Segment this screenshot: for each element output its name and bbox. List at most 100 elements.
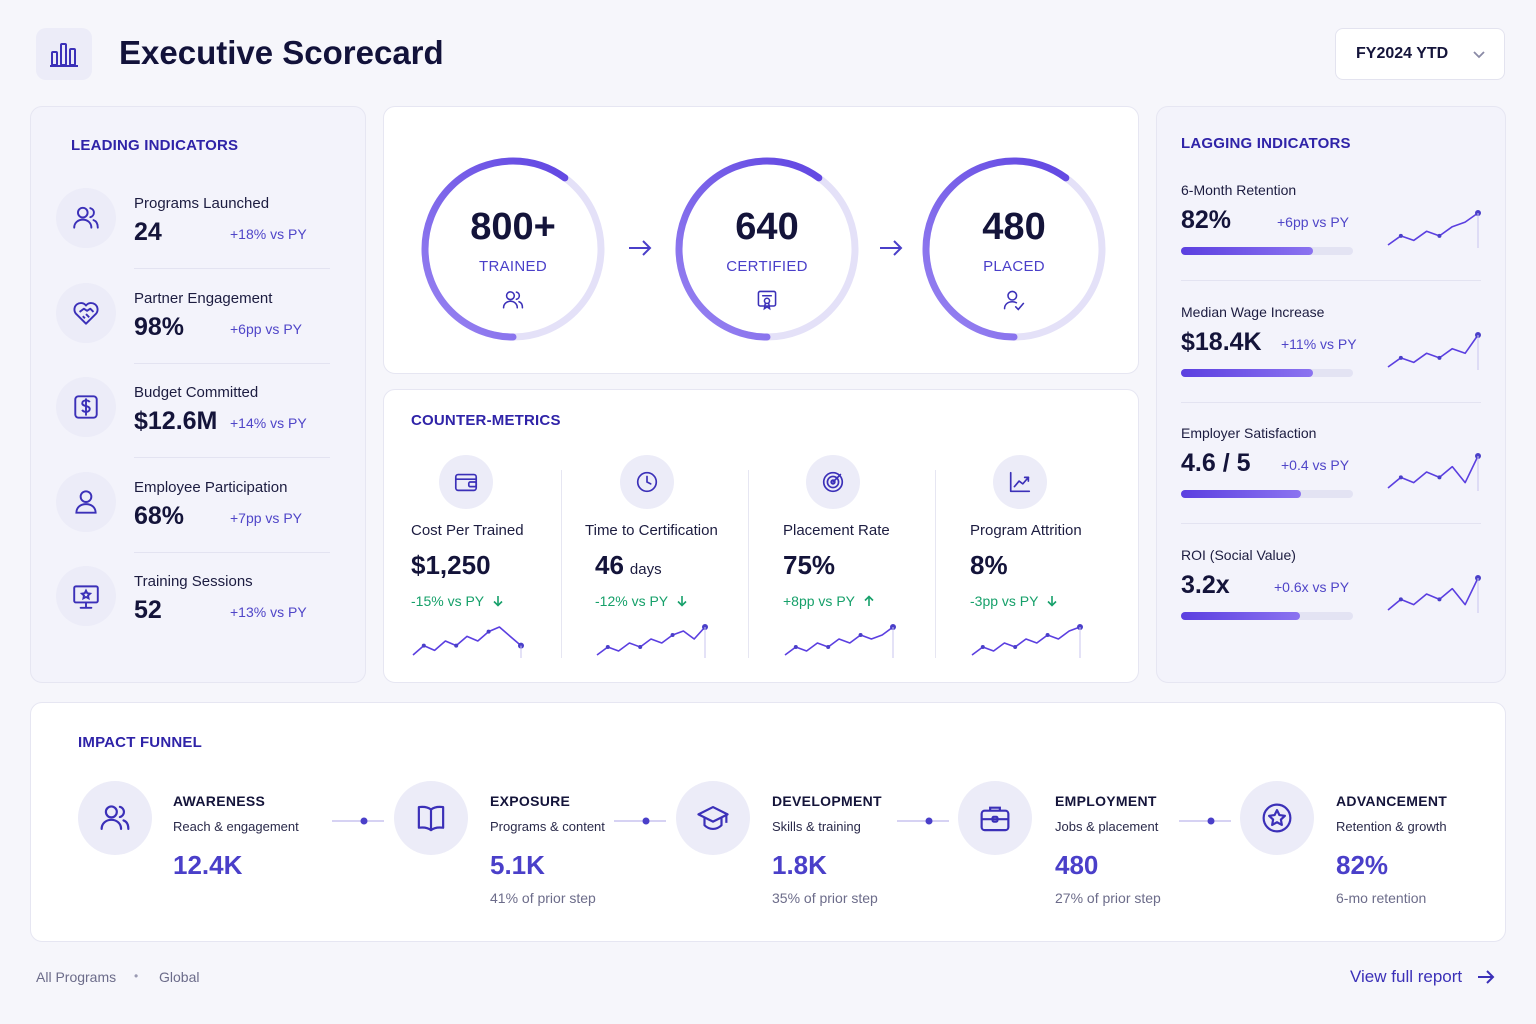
lagging-value: 3.2x [1181, 570, 1230, 599]
funnel-step-employment[interactable] [958, 781, 1032, 855]
funnel-step-exposure[interactable] [394, 781, 468, 855]
funnel-step-awareness[interactable] [78, 781, 152, 855]
funnel-connector [897, 814, 961, 826]
leading-delta: +6pp vs PY [230, 320, 302, 337]
leading-label: Training Sessions [134, 573, 253, 590]
leading-label: Budget Committed [134, 384, 259, 401]
pipeline-stage-trained[interactable]: 800+ TRAINED [421, 154, 605, 344]
certificate-icon [755, 288, 779, 312]
funnel-step-advancement[interactable] [1240, 781, 1314, 855]
leading-icon-circle [56, 282, 116, 343]
lagging-label: 6-Month Retention [1181, 182, 1297, 198]
footer-separator: • [134, 969, 139, 983]
pipeline-stage-placed[interactable]: 480 PLACED [922, 154, 1106, 344]
graduation-cap-icon [697, 805, 729, 831]
funnel-subtitle: Reach & engagement [173, 819, 299, 834]
counter-value-unit: days [629, 561, 662, 578]
lagging-sparkline [1386, 330, 1482, 375]
lagging-label: Employer Satisfaction [1181, 425, 1317, 441]
counter-value-number: 8% [970, 550, 1008, 580]
lagging-sparkline [1386, 451, 1482, 496]
leading-delta: +18% vs PY [230, 226, 307, 242]
lagging-progress-fill [1181, 490, 1302, 498]
column-divider [935, 470, 936, 658]
star-badge-icon [1262, 803, 1292, 833]
counter-metrics-card [383, 389, 1139, 683]
pipeline-value: 640 [735, 206, 799, 248]
leading-icon-circle [56, 377, 116, 437]
lagging-progress-bar [1181, 368, 1353, 377]
funnel-step-development[interactable] [676, 781, 750, 855]
footer-scope[interactable]: All Programs [36, 969, 117, 985]
counter-icon-circle [439, 455, 493, 509]
leading-indicators-title: LEADING INDICATORS [71, 137, 239, 154]
funnel-note: 35% of prior step [772, 890, 878, 906]
pipeline-stage-certified[interactable]: 640 CERTIFIED [675, 154, 859, 344]
lagging-value: $18.4K [1181, 327, 1262, 356]
divider [1181, 401, 1481, 403]
dollar-icon [74, 395, 98, 419]
counter-delta-text: +8pp vs PY [783, 593, 855, 609]
counter-value: $1,250 [411, 550, 491, 581]
book-icon [417, 805, 445, 832]
footer-region[interactable]: Global [159, 969, 200, 985]
pipeline-label: TRAINED [479, 258, 547, 275]
funnel-note: 27% of prior step [1055, 890, 1161, 906]
period-select-value: FY2024 YTD [1356, 45, 1449, 62]
funnel-title: AWARENESS [173, 793, 266, 809]
funnel-value: 5.1K [490, 850, 545, 880]
leading-value: 52 [134, 596, 162, 624]
funnel-note: 41% of prior step [490, 890, 596, 906]
progress-ring [421, 157, 605, 341]
lagging-indicators-title: LAGGING INDICATORS [1181, 135, 1351, 152]
counter-label: Time to Certification [585, 522, 718, 539]
counter-metrics-title: COUNTER-METRICS [411, 412, 561, 429]
view-full-report-link[interactable]: View full report [1350, 967, 1496, 987]
chevron-down-icon [1473, 51, 1485, 59]
impact-funnel-title: IMPACT FUNNEL [78, 734, 202, 751]
funnel-title: EXPOSURE [490, 793, 571, 809]
lagging-sparkline [1386, 573, 1482, 618]
period-select[interactable]: FY2024 YTD [1335, 28, 1505, 80]
leading-label: Programs Launched [134, 195, 270, 212]
counter-value-number: $1,250 [411, 550, 491, 580]
leading-delta: +7pp vs PY [230, 509, 302, 526]
counter-label: Cost Per Trained [411, 522, 524, 539]
counter-delta: -3pp vs PY [970, 593, 1058, 609]
users-icon [100, 805, 130, 831]
lagging-label: ROI (Social Value) [1181, 546, 1296, 563]
counter-value-number: 46 [595, 550, 624, 580]
counter-value: 8% [970, 550, 1008, 581]
arrow-right-icon [1478, 970, 1495, 984]
counter-value: 75% [783, 550, 835, 581]
pipeline-label: CERTIFIED [726, 258, 808, 275]
app-logo [36, 28, 92, 80]
leading-label: Partner Engagement [134, 289, 273, 307]
lagging-indicators-card [1156, 106, 1506, 683]
divider [1181, 280, 1481, 281]
divider [134, 362, 330, 364]
lagging-delta: +0.6x vs PY [1274, 578, 1350, 595]
counter-sparkline [783, 622, 897, 663]
view-full-report-label: View full report [1350, 967, 1463, 986]
pipeline-value: 800+ [470, 206, 556, 248]
funnel-subtitle: Retention & growth [1336, 819, 1447, 834]
lagging-progress-bar [1181, 611, 1353, 620]
leading-value: 68% [134, 501, 185, 530]
counter-delta: -12% vs PY [595, 593, 688, 609]
divider [1181, 523, 1481, 524]
lagging-progress-fill [1181, 368, 1314, 377]
leading-icon-circle [56, 188, 116, 248]
leading-icon-circle [56, 566, 116, 626]
page-title: Executive Scorecard [119, 34, 444, 71]
funnel-title: ADVANCEMENT [1336, 793, 1448, 809]
counter-delta-text: -12% vs PY [595, 593, 669, 609]
lagging-progress-fill [1181, 247, 1314, 255]
pipeline-card [383, 106, 1139, 374]
user-icon [75, 489, 97, 514]
trend-up-icon [1009, 471, 1031, 493]
leading-value: 24 [134, 218, 162, 246]
counter-delta-text: -3pp vs PY [970, 593, 1039, 609]
counter-icon-circle [993, 455, 1047, 509]
arrow-down-icon [676, 595, 688, 607]
